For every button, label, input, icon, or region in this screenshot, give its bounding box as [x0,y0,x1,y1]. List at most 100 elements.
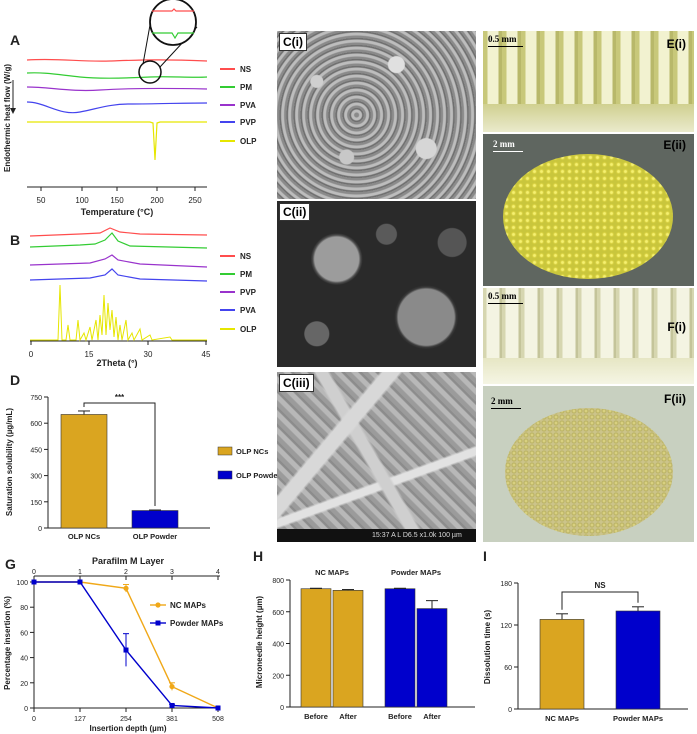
d-y-tick-label: 600 [30,421,42,428]
g-x-tick-label: 127 [74,716,86,723]
h-category-label: After [339,712,357,721]
h-group-label: Powder MAPs [391,568,441,577]
dsc-legend-label: OLP [240,137,257,146]
dsc-x-tick-label: 100 [75,196,89,205]
panel-label-d: D [10,372,21,388]
sem-label-c2: C(ii) [279,203,311,221]
i-y-tick-label: 120 [500,623,512,630]
solubility-chart: Saturation solubility (µg/mL) 0 150 300 450… [5,393,280,541]
i-significance-bracket [561,591,639,610]
g-legend-marker [155,602,161,608]
zoom-circle-small [138,60,162,84]
e1-scale-bar [488,46,523,47]
dsc-legend-label: PVP [240,118,257,127]
xrd-xlabel: 2Theta (°) [96,358,137,368]
h-y-tick-label: 600 [272,610,284,617]
xrd-pattern-pm [29,232,208,249]
panel-label-g: G [5,556,16,572]
g-x-tick-label: 508 [212,716,224,723]
dsc-legend-label: PVA [240,101,256,110]
sem-info-bar: 15:37 A L D6.5 x1.0k 100 µm [277,529,476,542]
d-legend-label: OLP Powder [236,471,280,480]
zoom-circle-large [149,0,197,46]
h-y-tick-label: 800 [272,578,284,585]
d-y-tick-label: 0 [38,526,42,533]
d-legend-label: OLP NCs [236,447,268,456]
d-category-label: OLP NCs [68,532,100,541]
d-y-tick-label: 300 [30,474,42,481]
h-ylabel: Microneedle height (µm) [255,596,264,689]
panel-label-i: I [483,548,487,564]
f2-scale-label: 2 mm [491,396,513,406]
dsc-x-tick-label: 150 [110,196,124,205]
g-legend-marker [155,620,161,626]
xrd-chart: 0 15 30 45 2Theta (°) NS PM PVP PVA OLP [29,227,257,368]
dsc-x-tick-label: 50 [37,196,46,205]
xrd-legend-label: PVP [240,288,257,297]
photo-f2: 2 mm F(ii) [483,386,694,542]
g-top-tick-label: 2 [124,569,128,576]
g-top-tick-label: 4 [216,569,220,576]
xrd-pattern-pva [29,268,208,282]
endothermic-arrowhead [10,108,16,114]
g-point [123,585,129,591]
i-ylabel: Dissolution time (s) [483,610,492,685]
h-bar [384,588,416,708]
d-significance-label: *** [115,393,125,402]
photo-f1: 0.5 mm F(i) [483,288,694,384]
dsc-chart: Endothermic heat flow (W/g) 50 100 150 200 2… [3,0,257,217]
g-legend-label: NC MAPs [170,601,207,610]
xrd-legend-label: PVA [240,306,256,315]
g-x-tick-label: 0 [32,716,36,723]
g-y-tick-label: 80 [20,605,28,612]
dsc-xlabel: Temperature (°C) [81,207,153,217]
i-y-tick-label: 0 [508,707,512,714]
dsc-legend-label: PM [240,83,252,92]
i-y-tick-label: 180 [500,581,512,588]
g-top-axis-label: Parafilm M Layer [92,556,165,566]
g-point [169,702,175,708]
h-bar [332,590,364,708]
zoom-ns-curve [152,8,194,12]
photo-e2: 2 mm E(ii) [483,134,694,286]
e2-scale-label: 2 mm [493,139,515,149]
g-ylabel: Percentage insertion (%) [3,596,12,690]
dsc-x-tick-label: 200 [150,196,164,205]
g-y-tick-label: 60 [20,630,28,637]
h-y-tick-label: 400 [272,642,284,649]
h-category-label: Before [388,712,412,721]
d-category-label: OLP Powder [133,532,178,541]
xrd-x-tick-label: 15 [85,350,94,359]
dsc-x-tick-label: 250 [188,196,202,205]
dsc-ylabel: Endothermic heat flow (W/g) [3,64,12,172]
d-y-tick-label: 450 [30,447,42,454]
dsc-curve-olp [27,121,207,161]
h-group-label: NC MAPs [315,568,349,577]
h-bar [416,608,448,708]
xrd-pattern-olp [30,284,207,342]
i-bar [615,610,661,710]
xrd-legend-label: NS [240,252,252,261]
insertion-chart: Parafilm M Layer Percentage insertion (%… [3,556,224,733]
xrd-legend-label: PM [240,270,252,279]
dsc-curve-pvp [26,101,208,114]
f2-scale-bar [491,408,521,409]
g-x-tick-label: 254 [120,716,132,723]
f1-scale-label: 0.5 mm [488,291,517,301]
g-x-tick-label: 381 [166,716,178,723]
xrd-x-tick-label: 0 [29,350,34,359]
photo-label-f2: F(ii) [664,392,686,406]
sem-label-c3: C(iii) [279,374,314,392]
g-y-tick-label: 0 [24,706,28,713]
e2-scale-bar [493,151,523,152]
i-y-tick-label: 60 [504,665,512,672]
photo-label-e1: E(i) [666,37,686,51]
g-top-tick-label: 0 [32,569,36,576]
g-y-tick-label: 40 [20,656,28,663]
zoom-pm-curve [152,32,194,40]
dsc-curve-pm [26,72,208,79]
dsc-legend-label: NS [240,65,252,74]
g-xlabel: Insertion depth (µm) [89,724,166,733]
d-y-tick-label: 150 [30,500,42,507]
xrd-pattern-pvp [29,254,208,268]
